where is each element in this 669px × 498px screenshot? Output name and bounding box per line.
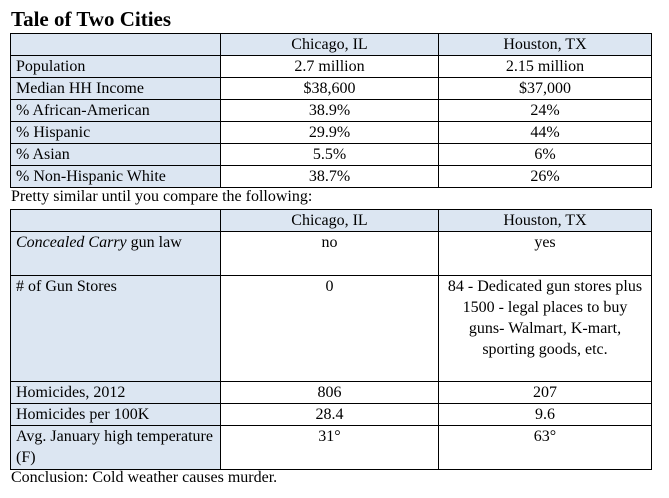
chicago-value: 28.4 [220, 403, 439, 426]
houston-value: 207 [438, 381, 652, 404]
table-row: % Asian 5.5% 6% [10, 143, 652, 166]
houston-value: 2.15 million [438, 55, 652, 78]
row-label: Median HH Income [10, 77, 221, 100]
chicago-value: 38.7% [220, 165, 439, 188]
row-label: # of Gun Stores [10, 275, 221, 382]
table-row: Avg. January high temperature (F) 31° 63… [10, 425, 652, 470]
chicago-value: 0 [220, 275, 439, 382]
houston-value: 9.6 [438, 403, 652, 426]
chicago-value: 2.7 million [220, 55, 439, 78]
table-row: Median HH Income $38,600 $37,000 [10, 77, 652, 100]
table-row: Homicides, 2012 806 207 [10, 381, 652, 404]
row-label: % Non-Hispanic White [10, 165, 221, 188]
houston-value: 63° [438, 425, 652, 470]
row-label: Homicides per 100K [10, 403, 221, 426]
houston-value: 26% [438, 165, 652, 188]
header-houston: Houston, TX [438, 209, 652, 232]
table-header-row: Chicago, IL Houston, TX [10, 33, 652, 56]
row-label: % Asian [10, 143, 221, 166]
comparison-table: Chicago, IL Houston, TX Concealed Carry … [10, 209, 652, 470]
conclusion-text: Conclusion: Cold weather causes murder. [11, 469, 278, 486]
row-label: Homicides, 2012 [10, 381, 221, 404]
chicago-value: 5.5% [220, 143, 439, 166]
row-label: % Hispanic [10, 121, 221, 144]
row-label: Population [10, 55, 221, 78]
houston-value: $37,000 [438, 77, 652, 100]
chicago-value: $38,600 [220, 77, 439, 100]
table-row: Concealed Carry gun law no yes [10, 231, 652, 276]
row-label: % African-American [10, 99, 221, 122]
table-row: % Non-Hispanic White 38.7% 26% [10, 165, 652, 188]
row-label: Concealed Carry gun law [10, 231, 221, 276]
houston-value: 24% [438, 99, 652, 122]
chicago-value: 806 [220, 381, 439, 404]
houston-value: 6% [438, 143, 652, 166]
table-row: # of Gun Stores 0 84 - Dedicated gun sto… [10, 275, 652, 382]
header-chicago: Chicago, IL [220, 209, 439, 232]
row-label-rest: gun law [126, 234, 182, 251]
table-header-row: Chicago, IL Houston, TX [10, 209, 652, 232]
header-blank-cell [10, 209, 221, 232]
houston-value: 44% [438, 121, 652, 144]
houston-value: yes [438, 231, 652, 276]
table-row: % African-American 38.9% 24% [10, 99, 652, 122]
header-chicago: Chicago, IL [220, 33, 439, 56]
houston-value: 84 - Dedicated gun stores plus 1500 - le… [438, 275, 652, 382]
chicago-value: no [220, 231, 439, 276]
row-label: Avg. January high temperature (F) [10, 425, 221, 470]
document-title: Tale of Two Cities [11, 7, 172, 31]
transition-text: Pretty similar until you compare the fol… [11, 188, 313, 205]
chicago-value: 31° [220, 425, 439, 470]
table-row: Population 2.7 million 2.15 million [10, 55, 652, 78]
chicago-value: 29.9% [220, 121, 439, 144]
header-houston: Houston, TX [438, 33, 652, 56]
demographics-table: Chicago, IL Houston, TX Population 2.7 m… [10, 33, 652, 188]
row-label-italic: Concealed Carry [16, 234, 127, 251]
table-row: Homicides per 100K 28.4 9.6 [10, 403, 652, 426]
header-blank-cell [10, 33, 221, 56]
chicago-value: 38.9% [220, 99, 439, 122]
table-row: % Hispanic 29.9% 44% [10, 121, 652, 144]
